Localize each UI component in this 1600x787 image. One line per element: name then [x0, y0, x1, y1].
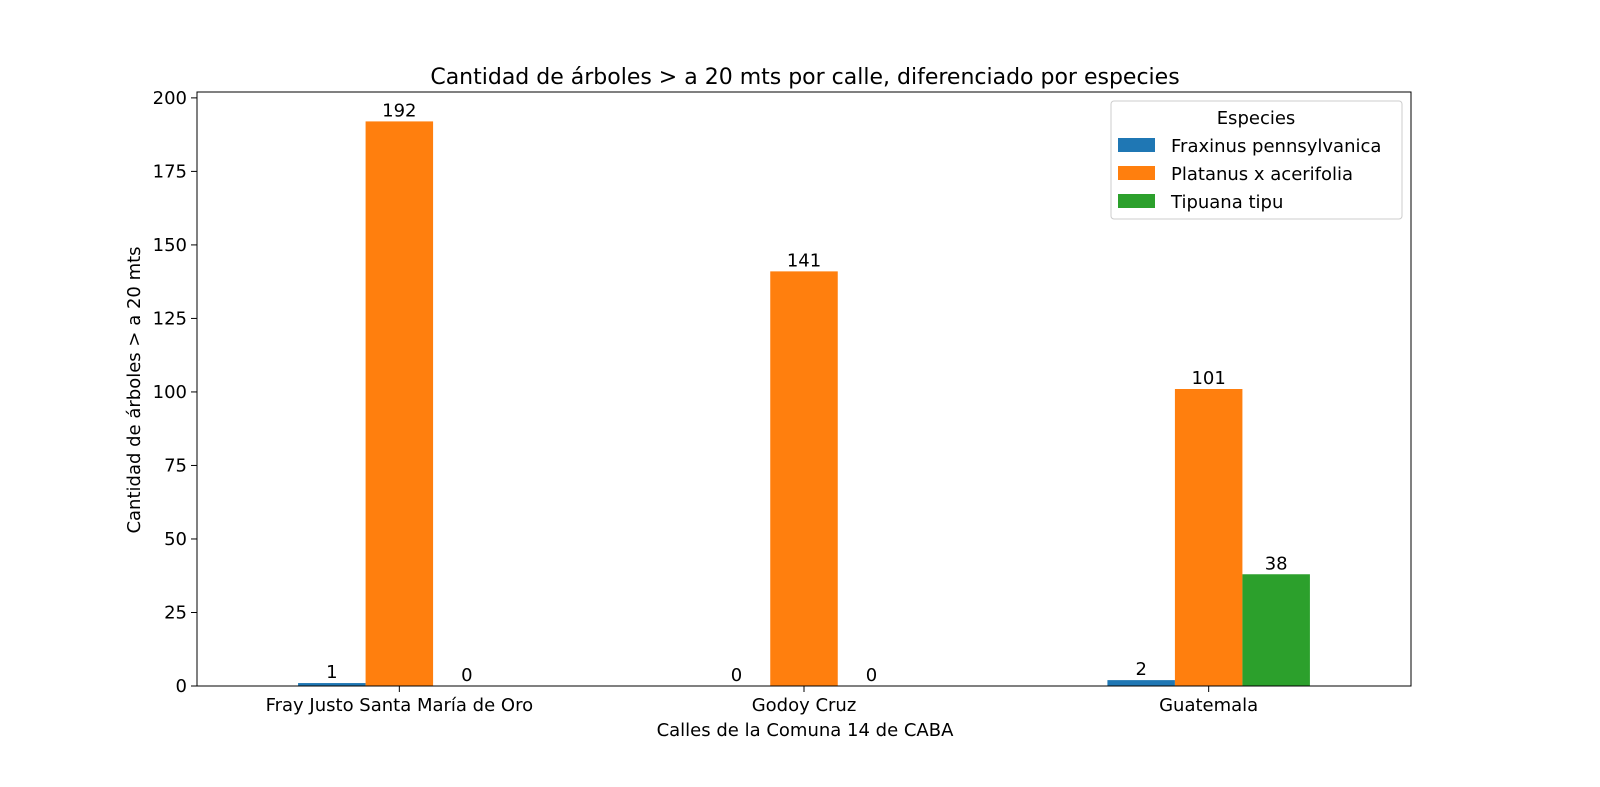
data-label: 38: [1265, 553, 1288, 574]
bar-platanus-x-acerifolia-0: [365, 121, 434, 686]
data-label: 0: [461, 665, 472, 686]
y-tick-label: 50: [164, 529, 187, 550]
data-label: 0: [731, 665, 742, 686]
data-label: 0: [866, 665, 877, 686]
legend-swatch: [1118, 194, 1155, 208]
y-tick-label: 200: [153, 88, 187, 109]
y-tick-label: 75: [164, 455, 187, 476]
legend-swatch: [1118, 166, 1155, 180]
y-tick-label: 175: [153, 161, 187, 182]
legend-entry: Tipuana tipu: [1170, 192, 1283, 213]
x-axis-label: Calles de la Comuna 14 de CABA: [657, 720, 955, 741]
data-label: 141: [787, 250, 821, 271]
plot-area: 1 0 2 192 141 101 0 0 38 0 25 50 75 100 125 150 175 200 Fr…: [153, 88, 1412, 716]
data-label: 192: [382, 100, 416, 121]
legend-entry: Fraxinus pennsylvanica: [1171, 136, 1381, 157]
data-label: 101: [1191, 368, 1225, 389]
data-label: 2: [1135, 659, 1146, 680]
y-tick-label: 100: [153, 382, 187, 403]
bar-fraxinus-pennsylvanica-0: [298, 683, 366, 686]
y-tick-label: 0: [176, 676, 187, 697]
legend-title: Especies: [1217, 108, 1296, 129]
legend-swatch: [1118, 138, 1155, 152]
y-tick-label: 25: [164, 602, 187, 623]
x-tick-label: Godoy Cruz: [752, 695, 857, 716]
legend-entry: Platanus x acerifolia: [1171, 164, 1353, 185]
chart-title: Cantidad de árboles > a 20 mts por calle…: [430, 65, 1179, 90]
y-tick-label: 150: [153, 235, 187, 256]
data-label: 1: [326, 662, 337, 683]
bar-platanus-x-acerifolia-1: [770, 271, 838, 686]
y-tick-label: 125: [153, 308, 187, 329]
legend-frame: [1110, 100, 1403, 220]
legend: Especies Fraxinus pennsylvanica Platanus …: [1110, 100, 1403, 220]
bar-platanus-x-acerifolia-2: [1174, 389, 1243, 686]
y-axis-label: Cantidad de árboles > a 20 mts: [124, 246, 145, 533]
x-tick-label: Fray Justo Santa María de Oro: [266, 695, 534, 716]
bar-fraxinus-pennsylvanica-2: [1107, 680, 1175, 686]
x-tick-label: Guatemala: [1159, 695, 1258, 716]
bar-tipuana-tipu-2: [1242, 574, 1310, 686]
